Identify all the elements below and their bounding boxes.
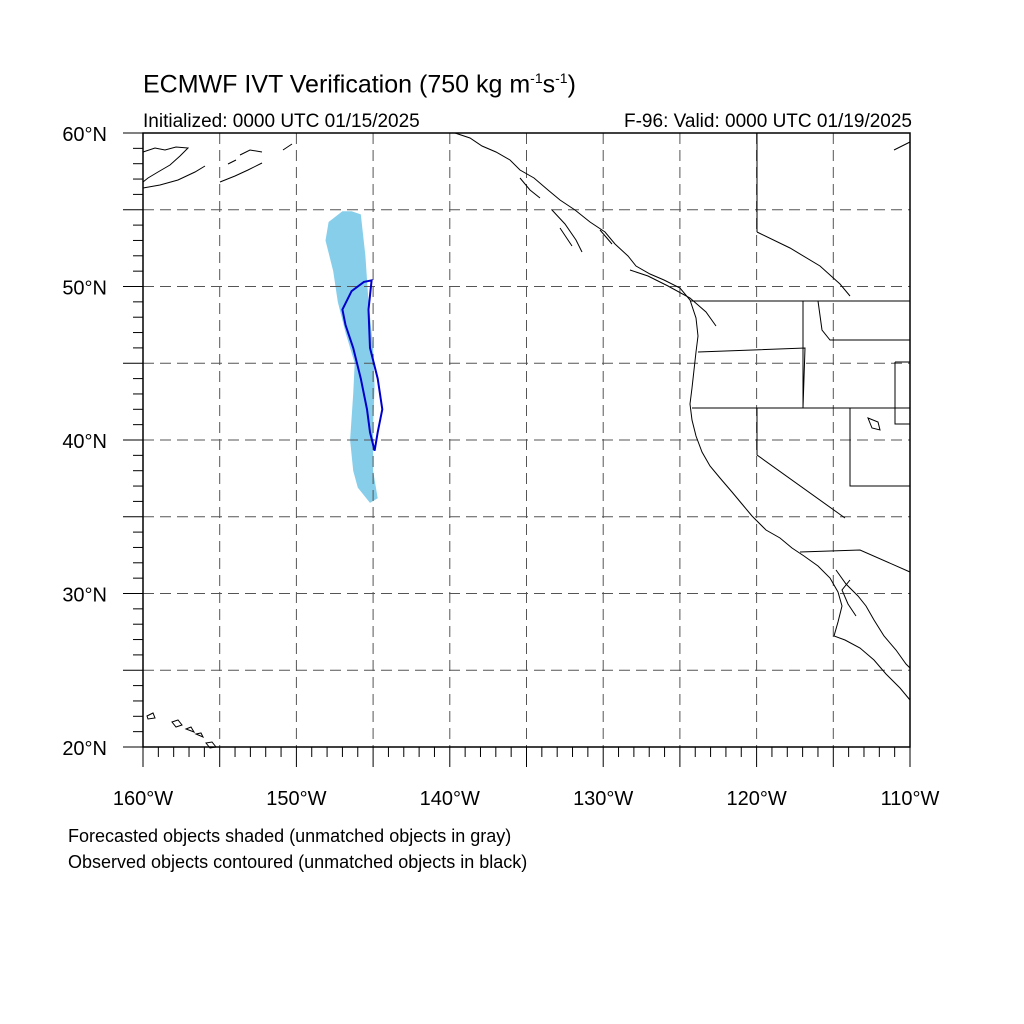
observed-object-contour xyxy=(341,279,384,451)
lon-tick-label: 140°W xyxy=(420,788,480,810)
axis-labels: 160°W 150°W 140°W 130°W 120°W 110°W 20°N 30°N 40… xyxy=(62,124,939,810)
coastline-hawaii xyxy=(146,712,217,749)
lat-tick-label: 60°N xyxy=(62,124,107,146)
observed-object-layer xyxy=(341,279,384,451)
gridlines xyxy=(143,133,910,747)
forecast-object-shape xyxy=(325,211,378,503)
lon-tick-label: 110°W xyxy=(881,788,940,810)
lat-tick-label: 20°N xyxy=(62,738,107,760)
map-title: ECMWF IVT Verification (750 kg m-1s-1) xyxy=(143,70,576,99)
lat-tick-label: 40°N xyxy=(62,431,107,453)
lon-tick-label: 130°W xyxy=(573,788,633,810)
legend-note-observed: Observed objects contoured (unmatched ob… xyxy=(68,852,528,872)
coastline-aleutian-fragment xyxy=(142,143,293,189)
coastlines-and-borders xyxy=(142,132,911,749)
state-borders xyxy=(690,300,911,573)
coastline-baja xyxy=(835,569,911,669)
legend-note-forecast: Forecasted objects shaded (unmatched obj… xyxy=(68,826,512,846)
lon-tick-label: 120°W xyxy=(726,788,786,810)
lon-tick-label: 160°W xyxy=(113,788,173,810)
coastline-interior xyxy=(756,133,911,431)
coastline-bc-islands xyxy=(519,177,717,327)
lon-tick-label: 150°W xyxy=(266,788,326,810)
lat-tick-label: 50°N xyxy=(62,278,107,300)
init-time-label: Initialized: 0000 UTC 01/15/2025 xyxy=(143,111,420,132)
valid-time-label: F-96: Valid: 0000 UTC 01/19/2025 xyxy=(624,111,912,132)
lat-tick-label: 30°N xyxy=(62,585,107,607)
coastline-north-america xyxy=(454,132,911,701)
forecast-object-layer xyxy=(325,211,378,503)
coastline-kamchatka xyxy=(142,146,190,183)
axis-ticks xyxy=(123,132,911,767)
